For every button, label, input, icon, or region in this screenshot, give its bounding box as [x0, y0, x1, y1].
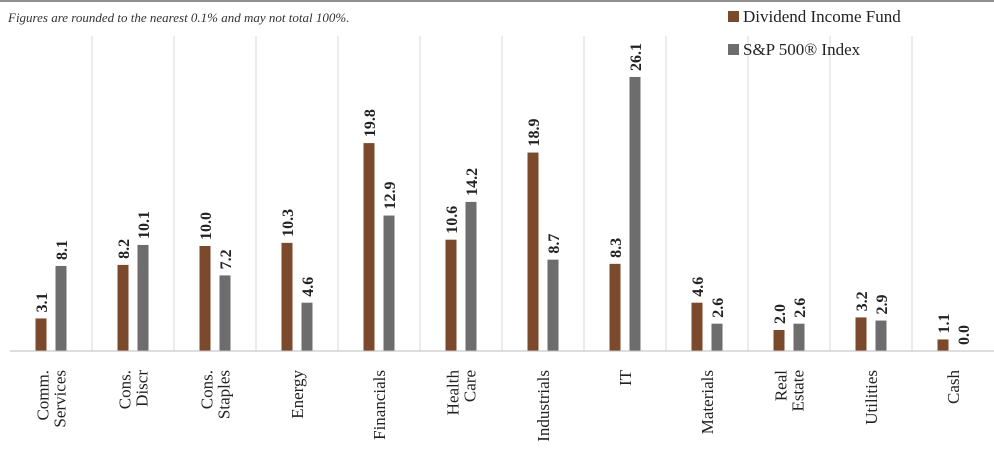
index-bar [547, 259, 559, 351]
category-label: Health [444, 370, 463, 416]
fund-bar [937, 339, 949, 351]
index-bar [793, 323, 805, 351]
data-labels: 3.18.1 8.210.1 10.07.210.34.619.812.910.61… [34, 43, 973, 345]
category-label: Discr [133, 370, 152, 407]
separator-grid [91, 36, 913, 351]
fund-value-label: 8.3 [608, 238, 625, 258]
category-label: Utilities [862, 370, 881, 425]
fund-value-label: 10.6 [444, 206, 461, 234]
fund-value-label: 8.2 [116, 239, 133, 259]
category-label: Estate [789, 370, 808, 412]
fund-bar [445, 239, 457, 351]
fund-value-label: 18.9 [526, 119, 543, 147]
fund-value-label: 2.0 [772, 304, 789, 324]
fund-bar [363, 143, 375, 351]
index-value-label: 7.2 [218, 249, 235, 269]
index-value-label: 4.6 [300, 277, 317, 297]
category-labels: Comm.Services Cons.Discr Cons.Staples Energ… [34, 369, 964, 441]
category-label: Energy [288, 370, 307, 419]
category-label: Comm. [34, 370, 53, 421]
category-label: Materials [698, 370, 717, 434]
category-label: Care [461, 370, 480, 402]
legend-swatch [728, 44, 739, 55]
legend-swatch [728, 11, 739, 22]
index-value-label: 2.6 [710, 298, 727, 318]
index-bar [137, 244, 149, 351]
category-label: Real [772, 370, 791, 401]
index-bar [219, 275, 231, 351]
index-bar [875, 320, 887, 351]
fund-value-label: 1.1 [936, 313, 953, 333]
index-value-label: 12.9 [382, 182, 399, 210]
index-bar [629, 76, 641, 351]
fund-value-label: 4.6 [690, 277, 707, 297]
chart-note: Figures are rounded to the nearest 0.1% … [7, 10, 349, 25]
fund-bar [855, 317, 867, 351]
index-value-label: 2.6 [792, 298, 809, 318]
legend-label: S&P 500® Index [743, 40, 861, 59]
fund-value-label: 3.1 [34, 292, 51, 312]
index-value-label: 14.2 [464, 168, 481, 196]
category-label: IT [616, 369, 635, 386]
bars [35, 76, 949, 351]
index-value-label: 26.1 [628, 43, 645, 71]
category-label: Cash [944, 370, 963, 405]
fund-value-label: 10.0 [198, 212, 215, 240]
fund-bar [281, 242, 293, 351]
fund-value-label: 3.2 [854, 291, 871, 311]
index-value-label: 2.9 [874, 295, 891, 315]
fund-bar [117, 264, 129, 351]
fund-bar [691, 302, 703, 351]
fund-bar [35, 318, 47, 351]
fund-bar [773, 330, 785, 351]
index-bar [383, 215, 395, 351]
legend-label: Dividend Income Fund [743, 7, 901, 26]
category-label: Cons. [116, 370, 135, 409]
fund-bar [527, 152, 539, 351]
index-value-label: 8.7 [546, 234, 563, 254]
fund-bar [199, 246, 211, 351]
category-label: Services [51, 370, 70, 428]
fund-value-label: 10.3 [280, 209, 297, 237]
category-label: Cons. [198, 370, 217, 409]
category-label: Staples [215, 370, 234, 419]
fund-bar [609, 263, 621, 351]
index-bar [55, 265, 67, 351]
index-bar [465, 201, 477, 351]
index-value-label: 0.0 [956, 325, 973, 345]
index-bar [711, 323, 723, 351]
fund-value-label: 19.8 [362, 109, 379, 137]
index-value-label: 10.1 [136, 211, 153, 239]
index-bar [301, 302, 313, 351]
legend: Dividend Income Fund S&P 500® Index [728, 7, 901, 59]
category-label: Industrials [534, 370, 553, 442]
index-value-label: 8.1 [54, 240, 71, 260]
category-label: Financials [370, 370, 389, 440]
